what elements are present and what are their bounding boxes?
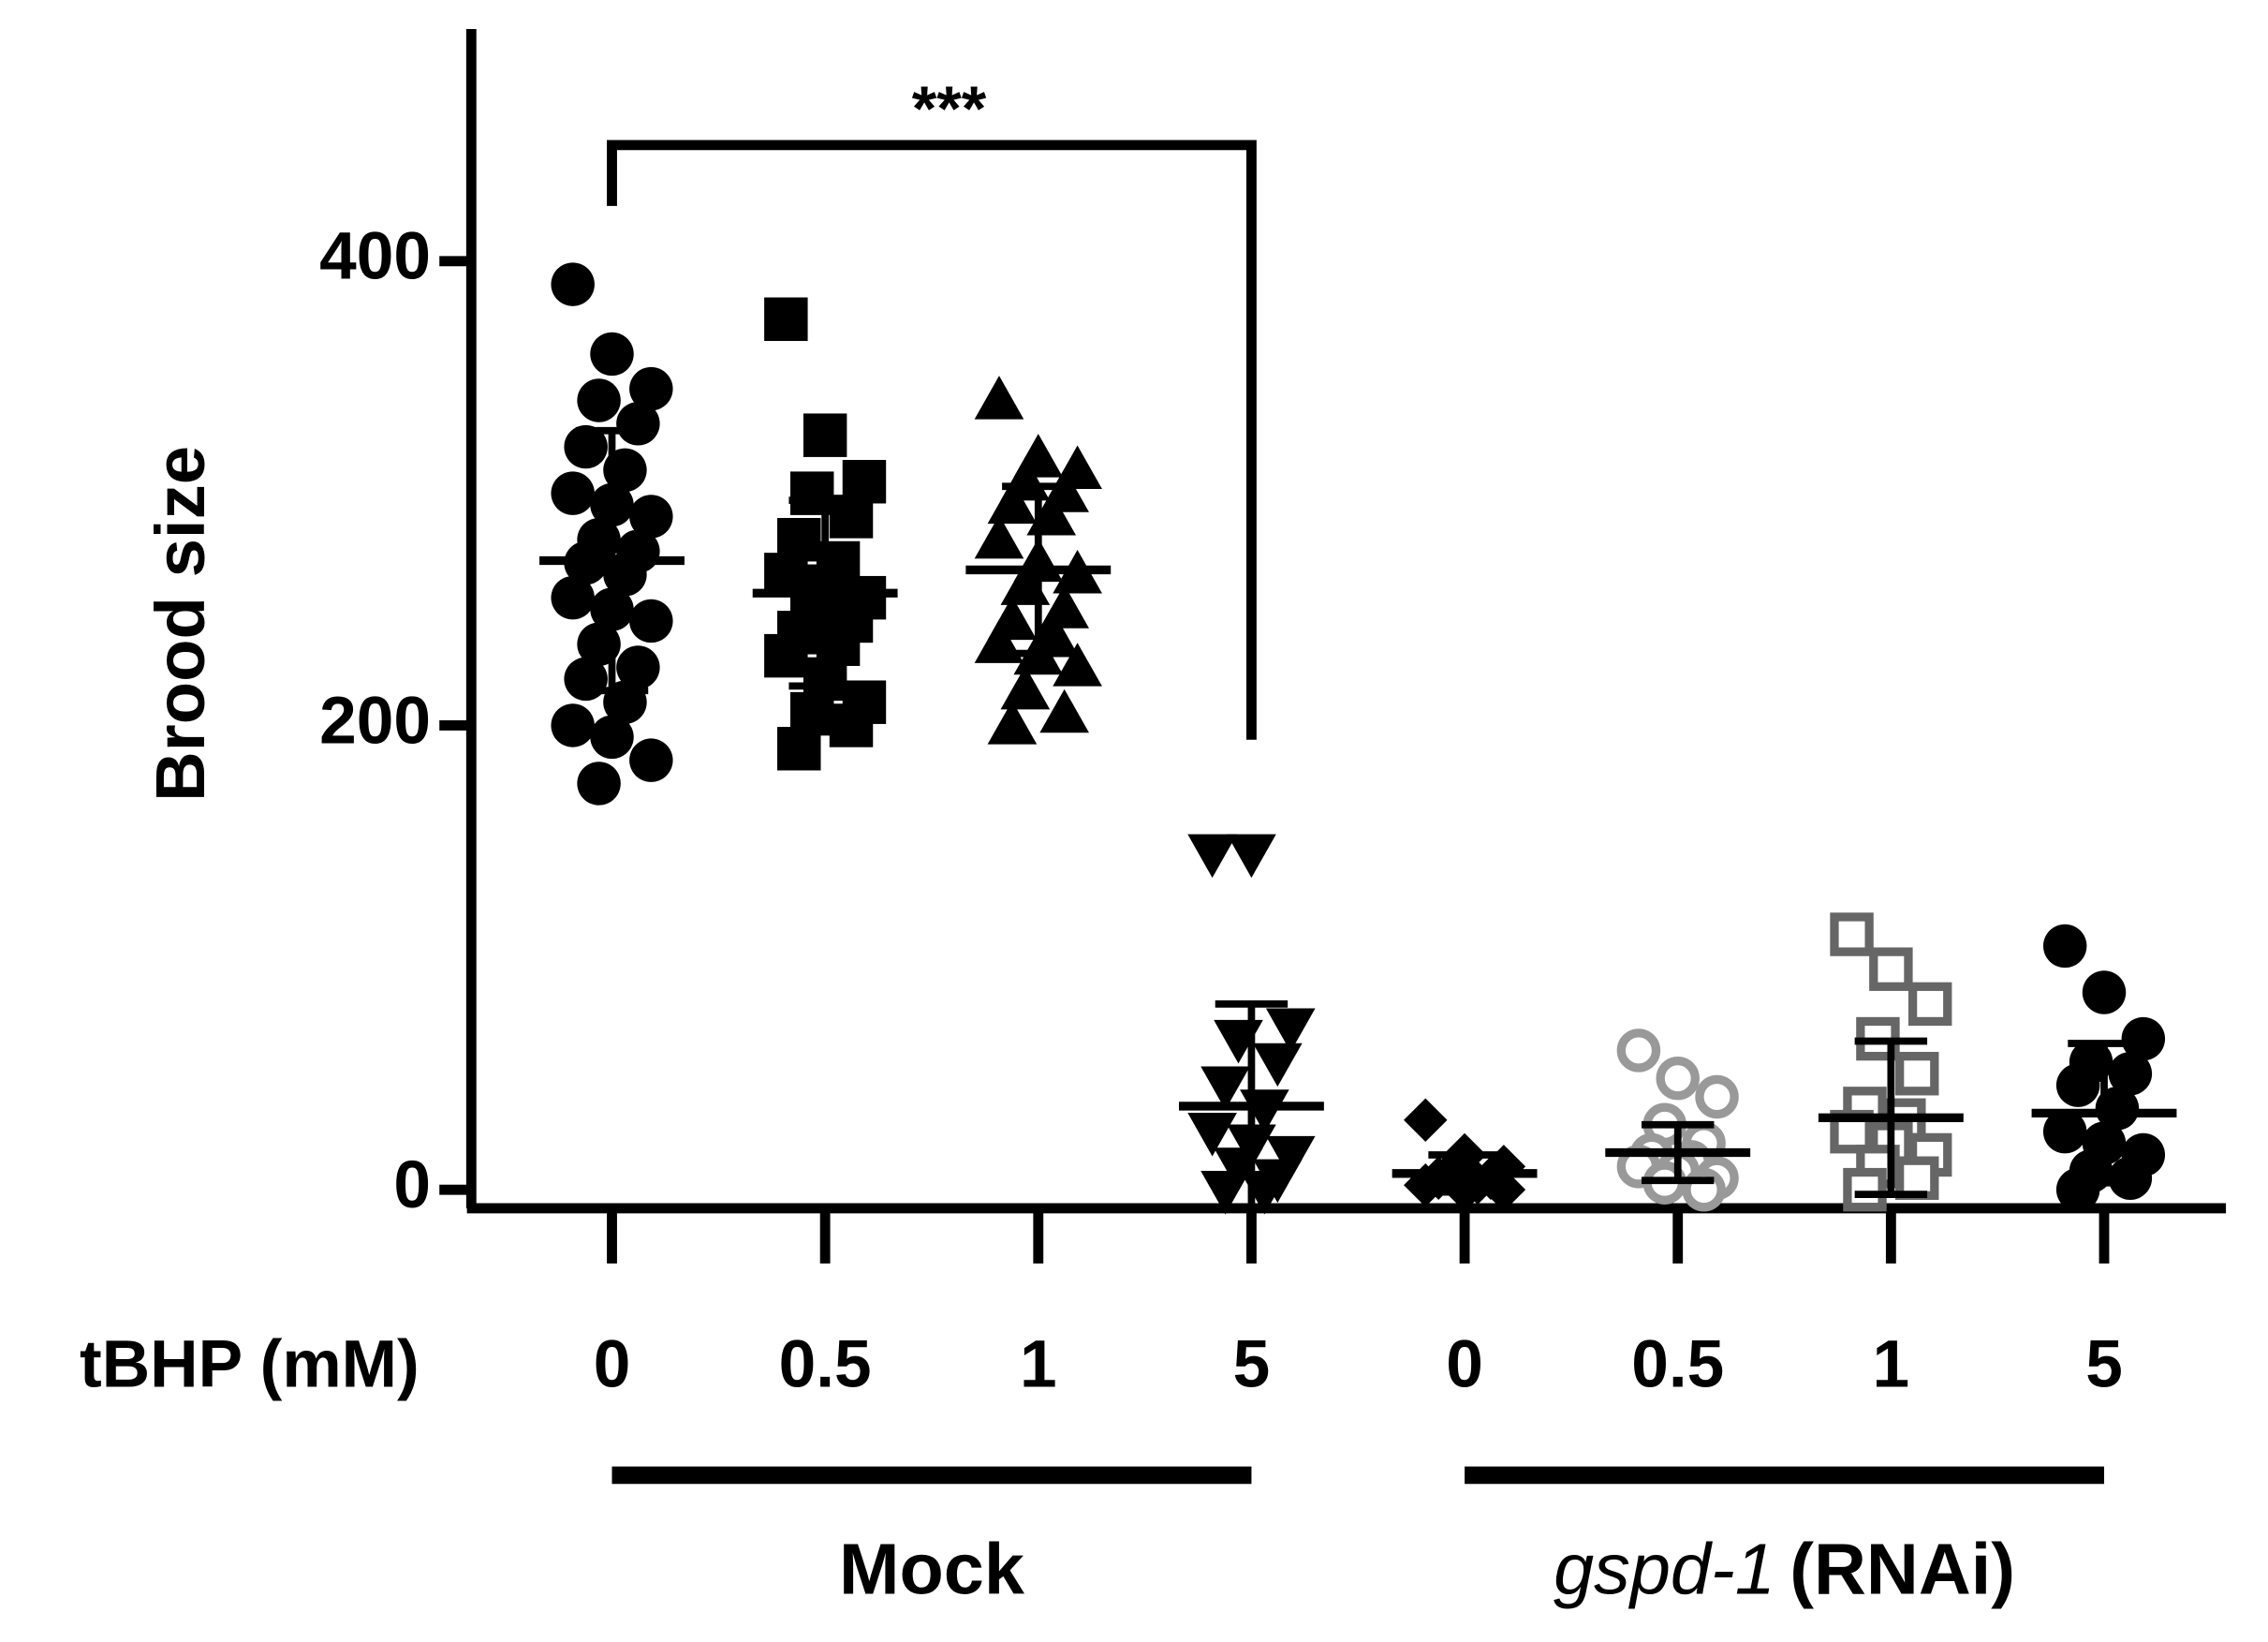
- x-tick-label: 0.5: [1631, 1328, 1724, 1402]
- y-tick-label: 0: [393, 1148, 431, 1222]
- point: [590, 715, 634, 760]
- point: [777, 727, 821, 771]
- significance-label: ***: [912, 73, 987, 144]
- point: [629, 495, 673, 539]
- point: [1695, 1074, 1739, 1119]
- point: [551, 703, 595, 747]
- group-label: Mock: [839, 1530, 1025, 1610]
- point: [1616, 1028, 1661, 1072]
- error-bar: [575, 426, 649, 695]
- x-tick-label: 0: [1446, 1328, 1483, 1402]
- point: [1187, 1113, 1237, 1157]
- point: [1227, 834, 1276, 879]
- point: [1481, 1167, 1526, 1212]
- error-bar: [788, 496, 862, 690]
- point: [577, 378, 621, 422]
- x-tick-label: 5: [1233, 1328, 1271, 1402]
- point: [590, 332, 634, 377]
- x-tick-label: 1: [1020, 1328, 1057, 1402]
- point: [1830, 912, 1874, 956]
- point: [764, 297, 808, 341]
- point: [1265, 1135, 1316, 1180]
- point: [577, 762, 621, 806]
- point: [1907, 982, 1952, 1027]
- point: [764, 633, 808, 678]
- point: [2055, 1063, 2100, 1107]
- point: [616, 402, 660, 446]
- point: [2042, 1109, 2087, 1154]
- point: [629, 738, 673, 782]
- error-bar: [1854, 1037, 1928, 1198]
- significance-bracket: [607, 140, 1257, 740]
- y-tick-label: 400: [319, 220, 431, 294]
- error-bar: [1215, 1000, 1289, 1212]
- group-suffix: (RNAi): [1789, 1530, 2015, 1610]
- point: [1000, 665, 1051, 710]
- error-bar: [2068, 1040, 2141, 1187]
- error-bar: [1642, 1120, 1715, 1185]
- point: [1404, 1098, 1448, 1143]
- x-axis-label: tBHP (mM): [80, 1328, 420, 1402]
- group-name: Mock: [839, 1530, 1025, 1610]
- point: [629, 599, 673, 643]
- y-tick-label: 200: [319, 684, 431, 758]
- x-tick-label: 0: [594, 1328, 631, 1402]
- point: [616, 645, 660, 689]
- point: [2121, 1016, 2166, 1061]
- point: [2108, 1156, 2153, 1200]
- x-tick-label: 5: [2085, 1328, 2123, 1402]
- point: [2082, 970, 2127, 1014]
- error-bar: [1002, 482, 1075, 658]
- point: [2055, 1167, 2100, 1212]
- point: [1053, 643, 1102, 687]
- point: [987, 480, 1038, 525]
- y-axis-label: Brood size: [141, 446, 219, 802]
- point: [803, 413, 847, 457]
- point: [1214, 1019, 1263, 1064]
- point: [829, 703, 874, 747]
- x-tick-label: 0.5: [779, 1328, 872, 1402]
- error-bar: [1428, 1151, 1501, 1196]
- point: [1895, 1051, 1939, 1096]
- point: [2042, 924, 2087, 969]
- point: [974, 514, 1024, 559]
- point: [551, 575, 595, 620]
- point: [1200, 1171, 1250, 1215]
- point: [551, 471, 595, 515]
- point: [1656, 1056, 1700, 1101]
- point: [564, 424, 608, 469]
- point: [1039, 688, 1089, 733]
- point: [551, 262, 595, 306]
- point: [987, 701, 1038, 745]
- group-label: gspd-1 (RNAi): [1554, 1530, 2015, 1610]
- point: [1252, 1043, 1303, 1087]
- point: [1187, 834, 1237, 879]
- group-name: gspd-1: [1554, 1530, 1775, 1610]
- point: [1869, 947, 1913, 991]
- point: [1265, 1008, 1316, 1052]
- point: [1200, 1066, 1250, 1110]
- point: [629, 366, 673, 411]
- point: [974, 376, 1024, 420]
- x-tick-label: 1: [1873, 1328, 1910, 1402]
- point: [1843, 1167, 1887, 1212]
- point: [2108, 1051, 2153, 1096]
- point: [1895, 1156, 1939, 1200]
